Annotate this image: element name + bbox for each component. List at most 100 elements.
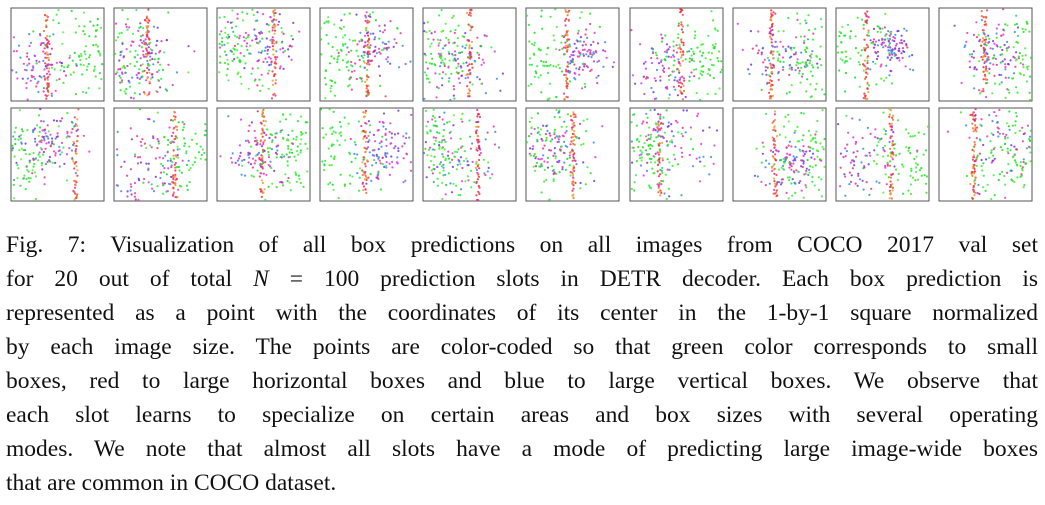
scatter-point [433, 155, 436, 158]
scatter-point [875, 57, 879, 61]
scatter-point [435, 96, 438, 99]
scatter-point [37, 153, 40, 156]
scatter-point [483, 34, 486, 37]
scatter-point [150, 52, 153, 55]
scatter-point [408, 136, 411, 139]
scatter-point [657, 144, 661, 147]
scatter-point [970, 55, 973, 58]
scatter-point [564, 131, 567, 134]
scatter-point [809, 165, 812, 168]
scatter-point [404, 179, 407, 182]
scatter-point [796, 58, 799, 61]
scatter-point [156, 61, 160, 64]
scatter-point [700, 43, 703, 46]
scatter-point [700, 142, 703, 146]
scatter-point [1029, 139, 1032, 143]
scatter-point [560, 145, 563, 148]
scatter-point [810, 56, 813, 59]
scatter-point [667, 48, 670, 51]
scatter-point [1026, 68, 1029, 71]
scatter-point [794, 53, 797, 56]
scatter-point [273, 32, 276, 35]
scatter-point [287, 145, 290, 148]
scatter-point [345, 53, 348, 56]
scatter-point [575, 67, 578, 70]
scatter-point [551, 165, 554, 168]
scatter-point [553, 147, 557, 150]
scatter-point [990, 151, 993, 154]
scatter-point [649, 161, 652, 164]
scatter-point [457, 65, 460, 68]
scatter-point [886, 164, 890, 167]
scatter-point [844, 34, 847, 37]
scatter-panel [629, 7, 724, 102]
scatter-point [893, 37, 897, 40]
scatter-point [365, 11, 368, 14]
scatter-point [854, 142, 857, 145]
scatter-point [804, 62, 807, 65]
scatter-point [889, 58, 892, 62]
scatter-point [123, 90, 126, 93]
scatter-point [218, 46, 222, 49]
scatter-point [159, 49, 162, 53]
scatter-point [639, 134, 642, 137]
scatter-point [572, 193, 575, 196]
scatter-point [116, 154, 119, 157]
scatter-point [396, 156, 399, 159]
scatter-point [186, 163, 189, 166]
scatter-point [649, 143, 652, 146]
scatter-point [777, 57, 780, 60]
scatter-point [430, 42, 433, 45]
caption-text: Fig. 7: Visualization of all box predict… [6, 232, 1038, 258]
scatter-point [240, 173, 243, 176]
scatter-point [543, 180, 546, 183]
scatter-point [770, 79, 773, 83]
scatter-point [146, 71, 149, 74]
scatter-point [469, 135, 472, 138]
scatter-point [45, 43, 48, 46]
scatter-point [549, 140, 552, 143]
scatter-point [223, 43, 226, 46]
scatter-point [172, 157, 176, 160]
scatter-point [539, 74, 542, 77]
scatter-point [170, 175, 173, 178]
scatter-point [633, 181, 636, 184]
scatter-point [151, 76, 154, 79]
scatter-point [774, 144, 777, 147]
scatter-point [257, 51, 260, 54]
scatter-point [453, 97, 456, 100]
scatter-point [19, 134, 22, 137]
scatter-point [654, 122, 658, 125]
scatter-point [861, 136, 864, 140]
scatter-point [227, 63, 230, 66]
scatter-point [771, 169, 774, 172]
scatter-panel [216, 7, 311, 102]
scatter-point [188, 181, 191, 184]
scatter-point [444, 58, 447, 61]
panel-frame [938, 107, 1033, 202]
scatter-point [287, 156, 290, 159]
scatter-point [700, 73, 704, 77]
scatter-point [251, 39, 254, 42]
scatter-point [704, 57, 707, 60]
scatter-point [461, 166, 464, 170]
scatter-point [760, 53, 763, 56]
scatter-point [651, 47, 655, 51]
scatter-point [988, 67, 991, 70]
scatter-point [897, 172, 900, 175]
scatter-point [673, 59, 676, 62]
scatter-point [38, 155, 42, 158]
scatter-point [529, 154, 532, 157]
scatter-point [119, 67, 122, 70]
caption-line: modes. We note that almost all slots hav… [6, 432, 1038, 466]
scatter-point [667, 67, 671, 70]
scatter-point [661, 180, 665, 183]
scatter-point [165, 173, 168, 176]
scatter-point [360, 38, 363, 41]
scatter-point [424, 54, 427, 57]
scatter-point [773, 182, 777, 185]
scatter-point [678, 71, 681, 74]
scatter-point [578, 66, 581, 69]
scatter-point [273, 8, 276, 12]
scatter-point [645, 112, 648, 115]
